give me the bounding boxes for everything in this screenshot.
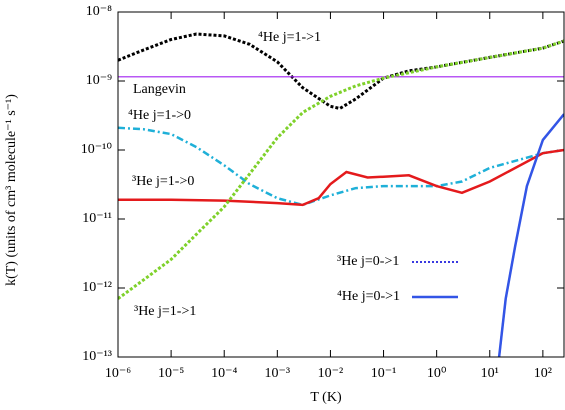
y-tick-label: 10⁻¹¹ <box>82 211 112 226</box>
x-tick-label: 10⁻³ <box>265 366 291 381</box>
x-tick-label: 10¹ <box>481 366 499 381</box>
y-tick-label: 10⁻⁹ <box>86 73 112 88</box>
plot-frame <box>117 11 565 358</box>
series-label: ³He j=1->1 <box>134 304 196 319</box>
series-line <box>118 32 564 111</box>
y-tick-label: 10⁻¹³ <box>82 349 112 364</box>
series-label: ⁴He j=1->1 <box>258 30 321 45</box>
x-tick-label: 10² <box>534 366 552 381</box>
x-tick-label: 10⁻¹ <box>371 366 397 381</box>
series-label: ⁴He j=1->0 <box>128 108 191 123</box>
x-tick-label: 10⁻⁴ <box>211 366 237 381</box>
series-line <box>118 39 564 300</box>
y-tick-label: 10⁻¹² <box>82 280 112 295</box>
y-tick-label: 10⁻⁸ <box>86 4 112 19</box>
x-tick-label: 10⁻⁵ <box>158 366 184 381</box>
series-line <box>118 148 564 207</box>
x-tick-label: 10⁰ <box>427 366 447 381</box>
y-axis-label: k(T) (units of cm³ molecule⁻¹ s⁻¹) <box>4 94 19 286</box>
legend-label: ⁴He j=0->1 <box>337 289 400 304</box>
x-tick-label: 10⁻⁶ <box>105 366 131 381</box>
x-axis-label: T (K) <box>310 390 342 405</box>
legend-label: ³He j=0->1 <box>337 254 399 269</box>
x-tick-label: 10⁻² <box>318 366 344 381</box>
y-tick-label: 10⁻¹⁰ <box>81 142 113 157</box>
series-line <box>118 126 564 207</box>
series-line <box>497 113 564 357</box>
series-label: ³He j=1->0 <box>132 174 194 189</box>
series-label: Langevin <box>133 82 186 97</box>
